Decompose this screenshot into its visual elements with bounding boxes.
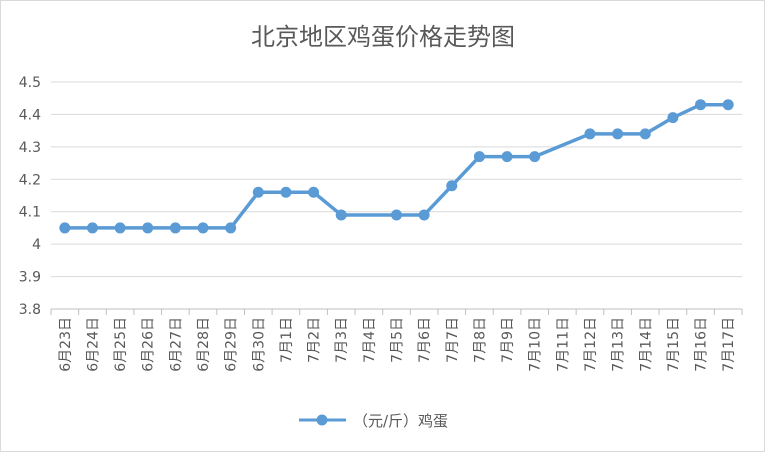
gridlines bbox=[51, 81, 742, 310]
data-point bbox=[335, 209, 347, 221]
data-point bbox=[252, 186, 264, 198]
data-point bbox=[695, 99, 707, 111]
x-tick-label: 7月3日 bbox=[334, 317, 350, 363]
x-tick-label: 7月17日 bbox=[721, 317, 737, 372]
x-tick-label: 7月8日 bbox=[472, 317, 488, 363]
legend: （元/斤）鸡蛋 bbox=[299, 412, 448, 430]
data-point bbox=[225, 222, 237, 234]
x-tick-label: 7月5日 bbox=[390, 317, 406, 363]
data-point bbox=[280, 186, 292, 198]
x-tick-label: 7月2日 bbox=[307, 317, 323, 363]
data-point bbox=[446, 180, 458, 192]
y-tick-label: 4.4 bbox=[19, 107, 41, 123]
legend-point-marker bbox=[316, 414, 328, 426]
x-tick-label: 6月26日 bbox=[141, 317, 157, 372]
x-tick-label: 7月6日 bbox=[417, 317, 433, 363]
data-point bbox=[529, 151, 541, 163]
series-line bbox=[63, 102, 730, 230]
data-point bbox=[86, 222, 98, 234]
x-tick-label: 6月24日 bbox=[85, 317, 101, 372]
data-point bbox=[639, 128, 651, 140]
x-tick-label: 7月1日 bbox=[279, 317, 295, 363]
data-point bbox=[612, 128, 624, 140]
data-point bbox=[391, 209, 402, 221]
x-axis: 6月23日 6月24日 6月25日 6月26日 6月27日 6月28日 6月29日 6月30日… bbox=[50, 309, 743, 372]
y-tick-label: 3.9 bbox=[19, 270, 41, 286]
x-tick-label: 6月25日 bbox=[113, 317, 129, 372]
data-point bbox=[667, 112, 679, 124]
x-tick-label: 7月7日 bbox=[445, 317, 461, 363]
legend-label: （元/斤）鸡蛋 bbox=[353, 412, 448, 430]
x-tick-label: 7月16日 bbox=[694, 317, 710, 372]
data-point bbox=[501, 151, 513, 163]
data-point bbox=[59, 222, 71, 234]
data-point bbox=[473, 151, 485, 163]
x-tick-label: 6月29日 bbox=[224, 317, 240, 372]
data-point bbox=[114, 222, 126, 234]
x-tick-label: 7月12日 bbox=[583, 317, 599, 372]
data-point bbox=[722, 99, 734, 111]
x-tick-label: 7月15日 bbox=[666, 317, 682, 372]
x-tick-label: 6月23日 bbox=[58, 317, 74, 372]
y-tick-label: 4.2 bbox=[19, 172, 41, 188]
y-axis: 3.8 3.9 4 4.1 4.2 4.3 4.4 4.5 bbox=[19, 75, 41, 318]
y-tick-label: 4.3 bbox=[19, 140, 41, 156]
x-tick-label: 6月28日 bbox=[196, 317, 212, 372]
y-tick-label: 4.1 bbox=[19, 205, 41, 221]
data-point bbox=[308, 186, 320, 198]
x-tick-label: 7月11日 bbox=[555, 317, 571, 372]
x-tick-label: 6月27日 bbox=[168, 317, 184, 372]
x-tick-label: 6月30日 bbox=[251, 317, 267, 372]
y-tick-label: 4.5 bbox=[19, 75, 41, 91]
data-point bbox=[142, 222, 154, 234]
data-point bbox=[418, 209, 430, 221]
x-tick-label: 7月13日 bbox=[611, 317, 627, 372]
data-point bbox=[169, 222, 181, 234]
x-tick-label: 7月14日 bbox=[638, 317, 654, 372]
x-tick-label: 7月9日 bbox=[500, 317, 516, 363]
x-tick-label: 7月4日 bbox=[362, 317, 378, 363]
y-tick-label: 4 bbox=[32, 237, 41, 253]
data-point bbox=[197, 222, 209, 234]
x-tick-label: 7月10日 bbox=[528, 317, 544, 372]
series-eggs bbox=[59, 99, 734, 234]
chart-title: 北京地区鸡蛋价格走势图 bbox=[251, 23, 515, 51]
y-tick-label: 3.8 bbox=[19, 302, 41, 318]
data-point bbox=[584, 128, 596, 140]
